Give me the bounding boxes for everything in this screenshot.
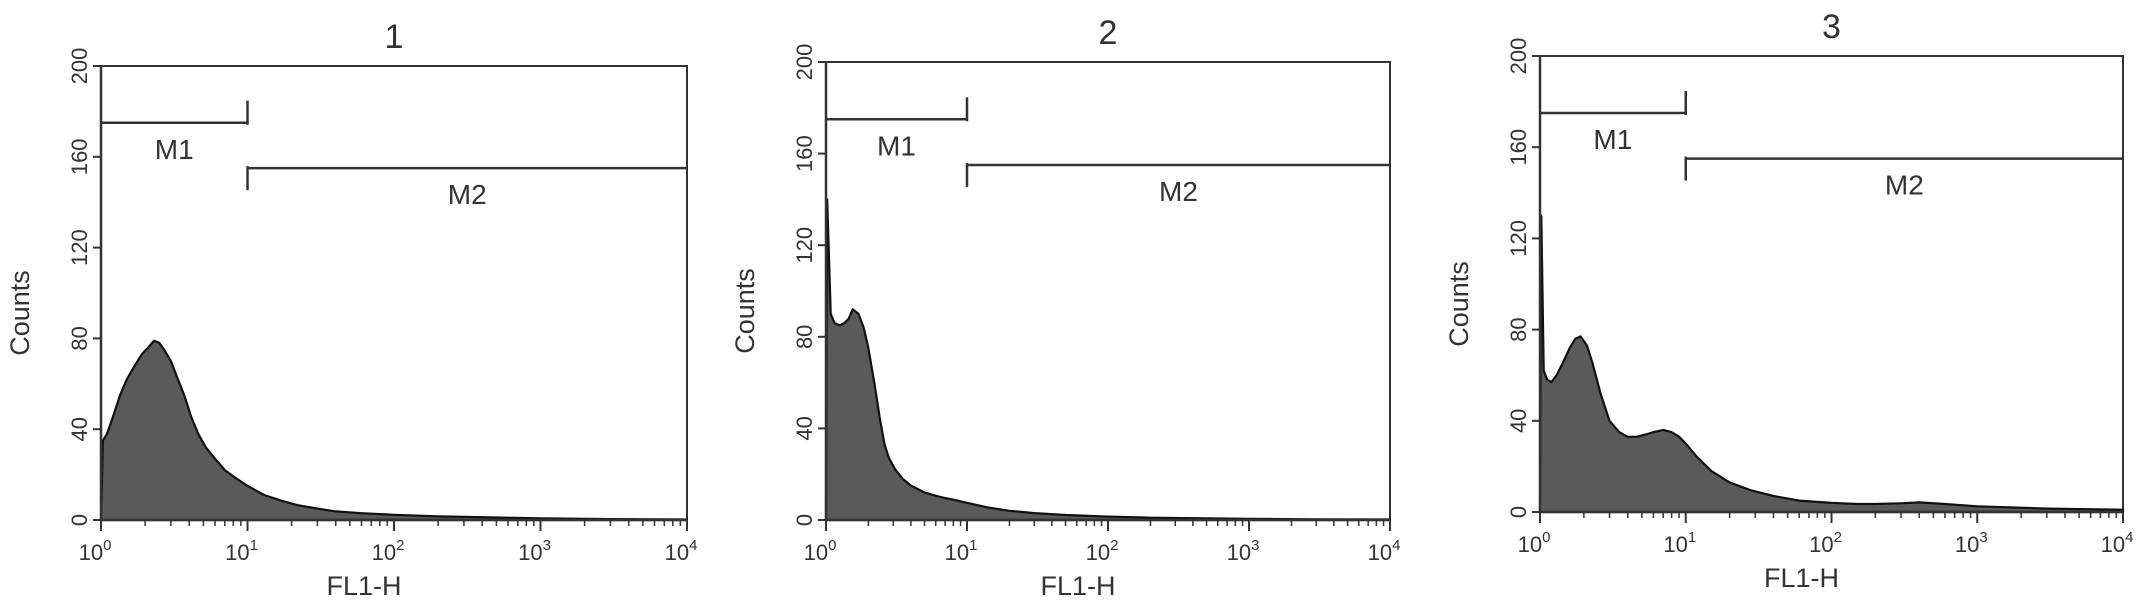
y-tick-label: 0 (1506, 506, 1531, 518)
y-tick-label: 40 (1506, 409, 1531, 433)
x-tick-label: 103 (518, 537, 551, 565)
x-tick-exponent: 3 (543, 537, 551, 554)
x-tick-exponent: 1 (250, 537, 258, 554)
y-tick-label: 0 (67, 514, 92, 526)
gate-marker-label: M2 (1159, 176, 1198, 207)
gate-marker-label: M1 (155, 134, 194, 165)
x-tick-label: 101 (945, 537, 978, 565)
gate-marker-label: M2 (1885, 170, 1924, 201)
histogram-area (1538, 214, 2125, 514)
x-tick-exponent: 3 (1251, 537, 1259, 554)
x-tick-base: 10 (2101, 532, 2125, 557)
x-tick-label: 101 (225, 537, 258, 565)
panel-title: 2 (1099, 14, 1118, 52)
gate-marker-m2: M2 (965, 163, 1390, 207)
x-tick-exponent: 1 (1688, 529, 1696, 546)
x-tick-exponent: 2 (1834, 529, 1842, 546)
x-tick-base: 10 (945, 540, 969, 565)
x-tick-base: 10 (665, 540, 689, 565)
x-tick-base: 10 (1368, 540, 1392, 565)
x-tick-label: 102 (1086, 537, 1119, 565)
x-tick-label: 103 (1955, 529, 1988, 557)
x-tick-label: 104 (2101, 529, 2134, 557)
y-tick-label: 40 (792, 416, 817, 440)
x-tick-label: 100 (804, 537, 837, 565)
panel-title: 3 (1822, 8, 1841, 46)
x-tick-exponent: 0 (828, 537, 836, 554)
gate-marker-m2: M2 (1684, 156, 2123, 201)
x-tick-exponent: 4 (689, 537, 697, 554)
x-tick-base: 10 (1086, 540, 1110, 565)
x-tick-label: 100 (79, 537, 112, 565)
x-tick-base: 10 (1518, 532, 1542, 557)
x-tick-exponent: 3 (1979, 529, 1987, 546)
x-tick-exponent: 4 (2125, 529, 2133, 546)
gate-marker-label: M2 (448, 179, 487, 210)
gate-marker-m1: M1 (101, 100, 249, 165)
x-tick-label: 101 (1663, 529, 1696, 557)
y-tick-label: 200 (792, 44, 817, 81)
gate-marker-label: M1 (1593, 124, 1632, 155)
y-tick-label: 80 (1506, 317, 1531, 341)
panel-title: 1 (385, 18, 404, 56)
y-tick-label: 160 (67, 138, 92, 175)
y-tick-label: 120 (792, 227, 817, 264)
x-tick-base: 10 (518, 540, 542, 565)
histogram-area (824, 198, 1392, 522)
x-tick-exponent: 0 (103, 537, 111, 554)
x-tick-label: 102 (372, 537, 405, 565)
x-tick-label: 102 (1809, 529, 1842, 557)
x-axis-label: FL1-H (1764, 563, 1839, 593)
x-tick-base: 10 (225, 540, 249, 565)
x-tick-base: 10 (1227, 540, 1251, 565)
x-tick-label: 104 (1368, 537, 1401, 565)
histogram-area (99, 339, 689, 522)
gate-marker-m1: M1 (1540, 91, 1687, 155)
y-axis-label: Counts (5, 270, 35, 356)
x-tick-label: 100 (1518, 529, 1551, 557)
x-tick-base: 10 (804, 540, 828, 565)
y-tick-label: 80 (792, 325, 817, 349)
x-tick-exponent: 4 (1392, 537, 1400, 554)
gate-marker-label: M1 (877, 130, 916, 161)
y-tick-label: 200 (67, 48, 92, 85)
y-tick-label: 120 (1506, 220, 1531, 257)
x-tick-exponent: 1 (969, 537, 977, 554)
y-tick-label: 160 (792, 135, 817, 172)
y-tick-label: 0 (792, 514, 817, 526)
gate-marker-m1: M1 (826, 97, 969, 161)
x-tick-base: 10 (1663, 532, 1687, 557)
y-tick-label: 80 (67, 326, 92, 350)
plot-frame (825, 61, 1391, 521)
gate-marker-m2: M2 (246, 166, 687, 210)
x-tick-label: 104 (665, 537, 698, 565)
x-tick-exponent: 0 (1542, 529, 1550, 546)
x-tick-exponent: 2 (396, 537, 404, 554)
y-axis-label: Counts (1444, 261, 1474, 347)
x-tick-base: 10 (1955, 532, 1979, 557)
x-tick-base: 10 (1809, 532, 1833, 557)
x-axis-label: FL1-H (1040, 571, 1115, 601)
y-tick-label: 120 (67, 229, 92, 266)
x-axis-label: FL1-H (326, 571, 401, 601)
x-tick-base: 10 (372, 540, 396, 565)
x-tick-exponent: 2 (1110, 537, 1118, 554)
y-tick-label: 200 (1506, 38, 1531, 75)
y-tick-label: 40 (67, 417, 92, 441)
y-axis-label: Counts (730, 268, 760, 354)
x-tick-base: 10 (79, 540, 103, 565)
y-tick-label: 160 (1506, 129, 1531, 166)
x-tick-label: 103 (1227, 537, 1260, 565)
